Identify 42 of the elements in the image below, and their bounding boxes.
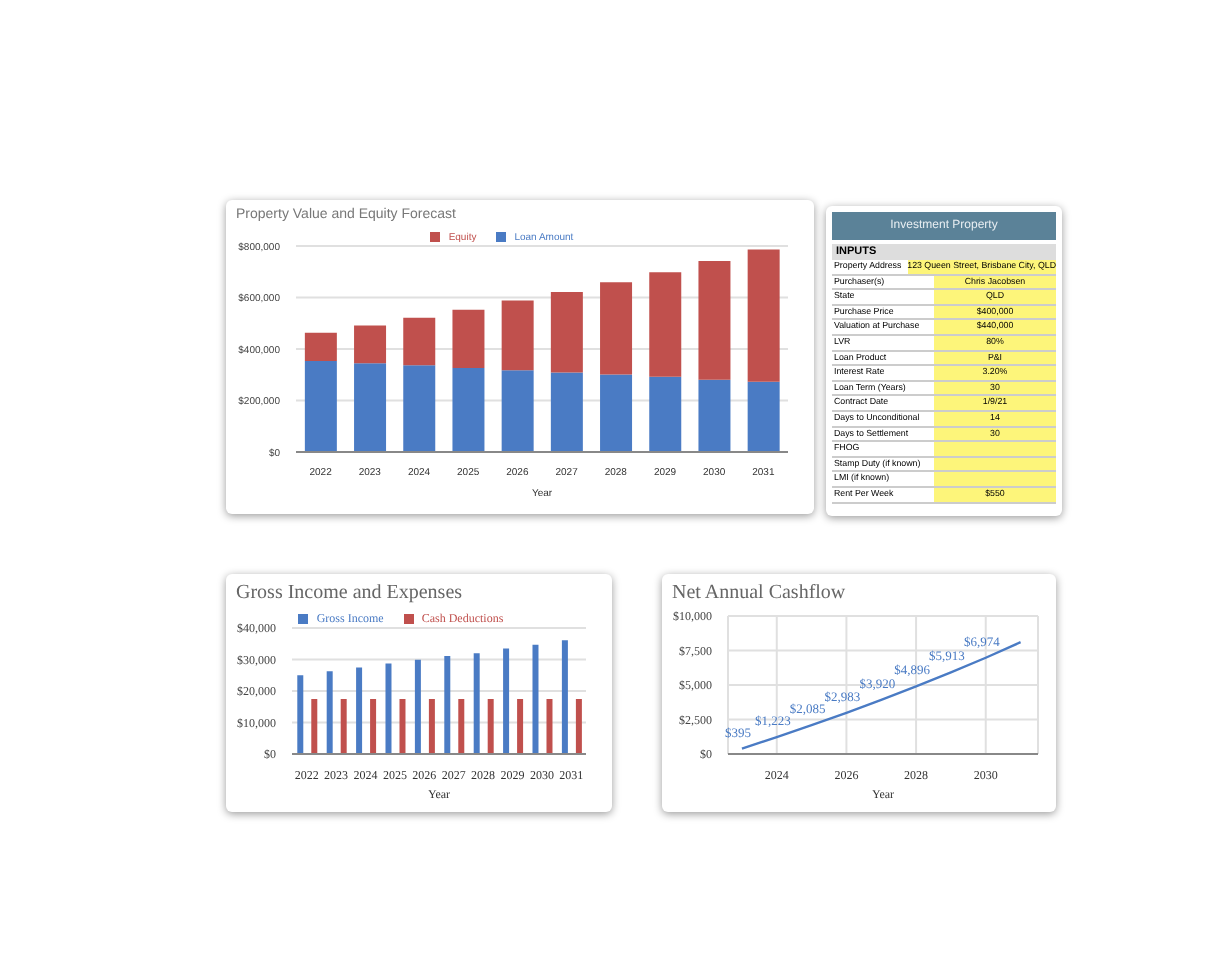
bar [501, 300, 534, 371]
bar [311, 698, 318, 754]
bar [561, 640, 568, 754]
bar [503, 648, 510, 754]
chart-title: Gross Income and Expenses [236, 582, 465, 604]
bar [649, 272, 682, 377]
bar [532, 644, 539, 754]
bar [698, 379, 731, 452]
bar [354, 325, 387, 364]
bar [444, 656, 451, 754]
bar [458, 698, 465, 754]
bar [747, 381, 780, 452]
bar [340, 698, 347, 754]
bar [698, 260, 731, 380]
bar [600, 282, 633, 375]
bar [575, 698, 582, 754]
bar [385, 663, 392, 754]
bar [428, 698, 435, 754]
bar [326, 671, 333, 754]
bar [747, 249, 780, 382]
bar [452, 309, 485, 369]
bar [649, 376, 682, 452]
bar [403, 317, 436, 366]
bar [550, 292, 583, 373]
bar [414, 659, 421, 754]
bar [370, 698, 377, 754]
bar [399, 698, 406, 754]
bar [403, 365, 436, 452]
bar [501, 370, 534, 452]
bar [356, 667, 363, 754]
bar [487, 698, 494, 754]
bar [546, 698, 553, 754]
bar [600, 374, 633, 452]
bar [354, 363, 387, 452]
bar [297, 675, 304, 754]
bar [473, 653, 480, 754]
bar [452, 368, 485, 452]
bar [304, 361, 337, 452]
bar [550, 372, 583, 452]
chart-title: Net Annual Cashflow [672, 582, 848, 604]
bar [517, 698, 524, 754]
bar [304, 332, 337, 362]
